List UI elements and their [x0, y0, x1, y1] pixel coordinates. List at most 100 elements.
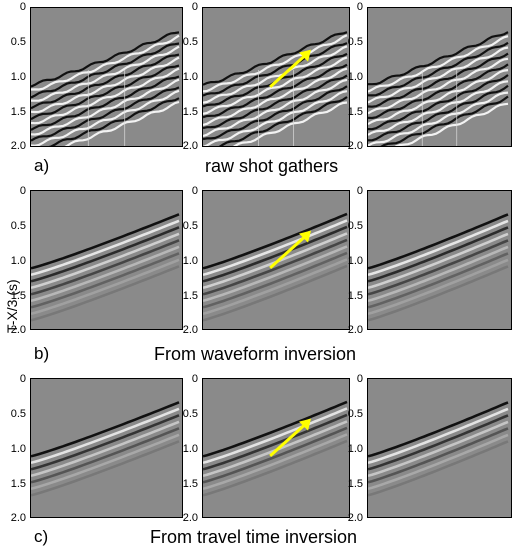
- row-label-b: b): [34, 344, 50, 363]
- seismic-event-line: [203, 42, 348, 97]
- seismic-event-line: [203, 225, 348, 283]
- seismic-event-line: [368, 31, 509, 86]
- panel-texture: [368, 213, 509, 322]
- row-label-c: c): [34, 527, 49, 546]
- seismic-event-line: [203, 413, 348, 471]
- seismic-event-line: [368, 213, 509, 270]
- seismic-event-line: [31, 86, 180, 142]
- seismic-event-line: [368, 69, 509, 126]
- seismic-event-line: [368, 35, 509, 93]
- seismic-event-line: [31, 232, 180, 290]
- seismic-event-line: [218, 96, 348, 146]
- seismic-event-line: [394, 102, 509, 146]
- seismic-event-line: [31, 433, 180, 491]
- tick-b1-3: 1.5: [10, 290, 26, 302]
- seismic-event-line: [31, 258, 180, 316]
- tick-a3-3: 1.5: [347, 106, 363, 118]
- panel-texture: [31, 401, 180, 497]
- tick-b1-2: 1.0: [10, 255, 26, 267]
- seismic-event-line: [368, 427, 509, 484]
- tick-a2-0: 0: [191, 1, 198, 13]
- seismic-event-line: [203, 212, 348, 270]
- seismic-event-line: [203, 74, 348, 130]
- seismic-event-line: [31, 34, 180, 91]
- tick-b2-3: 1.5: [182, 290, 198, 302]
- seismic-event-line: [31, 245, 180, 303]
- tick-c2-3: 1.5: [182, 478, 198, 490]
- seismic-event-line: [203, 85, 348, 141]
- seismic-event-line: [31, 213, 180, 270]
- row-caption-c: From travel time inversion: [150, 527, 358, 547]
- tick-a3-1: 0.5: [347, 36, 363, 48]
- tick-a2-1: 0.5: [182, 36, 198, 48]
- seismic-event-line: [368, 91, 509, 146]
- panel-texture: [31, 31, 180, 146]
- arrow-head-icon: [299, 49, 312, 62]
- tick-a1-0: 0: [19, 1, 26, 13]
- seismic-event-line: [368, 74, 509, 131]
- panel-b-1: [30, 190, 183, 330]
- row-caption-a: raw shot gathers: [205, 156, 339, 176]
- seismic-event-line: [368, 414, 509, 471]
- tick-c1-2: 1.0: [10, 443, 26, 455]
- seismic-event-line: [31, 45, 180, 102]
- seismic-event-line: [368, 407, 509, 465]
- seismic-event-line: [31, 252, 180, 309]
- tick-c1-1: 0.5: [10, 408, 26, 420]
- tick-b1-4: 2.0: [10, 324, 26, 336]
- seismic-event-line: [31, 414, 180, 471]
- seismic-event-line: [31, 226, 180, 283]
- seismic-event-line: [203, 63, 348, 119]
- tick-b3-3: 1.5: [347, 290, 363, 302]
- tick-b3-1: 0.5: [347, 220, 363, 232]
- row-caption-b: From waveform inversion: [154, 344, 357, 364]
- seismic-event-line: [31, 89, 180, 146]
- arrow-shaft: [269, 422, 308, 458]
- panel-texture: [31, 213, 180, 322]
- tick-a2-4: 2.0: [182, 140, 198, 152]
- tick-b1-1: 0.5: [10, 220, 26, 232]
- seismic-event-line: [368, 401, 509, 458]
- tick-c2-4: 2.0: [182, 512, 198, 524]
- seismic-event-line: [31, 42, 180, 99]
- seismic-event-line: [31, 420, 180, 478]
- tick-c3-3: 1.5: [347, 478, 363, 490]
- seismic-event-line: [203, 407, 348, 465]
- seismic-event-line: [368, 84, 509, 142]
- tick-a3-2: 1.0: [347, 71, 363, 83]
- seismic-event-line: [31, 31, 180, 88]
- seismic-event-line: [31, 78, 180, 136]
- seismic-event-line: [31, 75, 180, 131]
- seismic-event-line: [64, 100, 180, 146]
- seismic-event-line: [203, 439, 348, 497]
- tick-b2-2: 1.0: [182, 255, 198, 267]
- tick-b3-0: 0: [356, 185, 363, 197]
- seismic-event-line: [203, 34, 348, 93]
- seismic-event-line: [31, 219, 180, 277]
- panel-texture: [203, 212, 348, 322]
- seismic-event-line: [368, 258, 509, 316]
- seismic-event-line: [31, 56, 180, 114]
- seismic-event-line: [31, 401, 180, 458]
- seismic-event-line: [368, 239, 509, 296]
- seismic-event-line: [368, 80, 509, 136]
- panel-c-1: [30, 378, 183, 518]
- tick-a3-4: 2.0: [347, 140, 363, 152]
- tick-a1-1: 0.5: [10, 36, 26, 48]
- panel-b-2: [202, 190, 350, 330]
- seismic-event-line: [203, 258, 348, 316]
- tick-c3-1: 0.5: [347, 408, 363, 420]
- seismic-event-line: [203, 67, 348, 126]
- panel-a-2: [202, 7, 350, 147]
- seismic-event-line: [203, 251, 348, 309]
- arrow-shaft: [269, 53, 308, 89]
- seismic-event-line: [203, 238, 348, 296]
- seismic-event-line: [31, 67, 180, 125]
- seismic-event-line: [368, 41, 509, 97]
- seismic-event-line: [31, 53, 180, 110]
- panel-texture: [203, 400, 348, 497]
- panel-texture: [203, 31, 348, 146]
- seismic-event-line: [368, 433, 509, 491]
- tick-c3-2: 1.0: [347, 443, 363, 455]
- tick-b2-0: 0: [191, 185, 198, 197]
